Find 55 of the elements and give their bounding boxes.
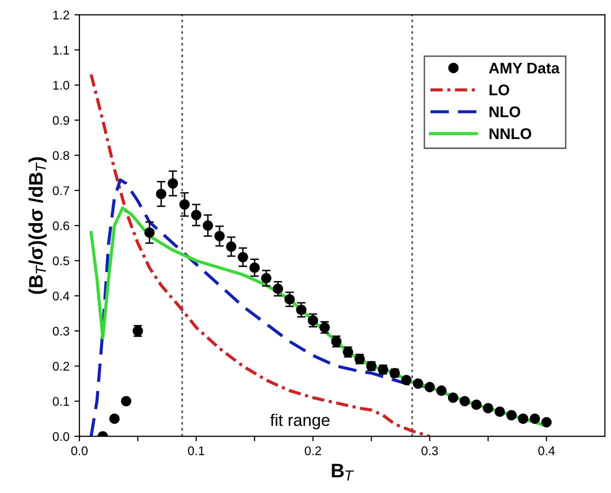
y-tick-label: 0.3 [52, 326, 70, 336]
y-tick-label: 0.2 [52, 362, 70, 371]
annotation: fit range [270, 414, 330, 430]
y-tick-label: 1.1 [53, 46, 70, 54]
y-tick-label: 0.1 [52, 396, 70, 406]
point [144, 227, 155, 238]
y-tick-label: 0.8 [52, 151, 70, 160]
point [494, 406, 506, 417]
legend-label: NLO [490, 106, 520, 118]
y-tick-label: 0.6 [52, 221, 70, 230]
point [120, 396, 132, 406]
point [249, 262, 260, 273]
point [261, 273, 272, 284]
y-tick-label: 1.2 [53, 10, 70, 20]
y-axis-title: (B$_{T}$/σ)(dσ /dB$_{T}$) [28, 157, 47, 294]
point [436, 385, 447, 396]
point [518, 414, 528, 424]
line-series [90, 72, 432, 436]
point [482, 402, 494, 414]
legend-label: NNLO [490, 128, 532, 140]
point [530, 414, 540, 424]
y-tick-label: 0.5 [52, 256, 70, 266]
point [401, 374, 412, 386]
point [214, 230, 225, 242]
point [506, 410, 517, 420]
legend-label: LO [490, 84, 510, 96]
point [424, 382, 435, 392]
point [296, 304, 306, 316]
x-tick-label: 0.0 [71, 446, 88, 456]
point [284, 294, 295, 305]
point [179, 199, 190, 210]
point [541, 417, 552, 428]
point [109, 414, 120, 424]
point [156, 188, 166, 200]
point [448, 392, 458, 403]
point [471, 399, 482, 410]
x-tick-label: 0.2 [304, 446, 322, 456]
point [238, 252, 248, 262]
point [202, 220, 214, 231]
y-tick-label: 0.0 [52, 432, 70, 441]
point [272, 284, 284, 294]
y-tick-label: 0.4 [52, 292, 70, 300]
x-tick-label: 0.4 [538, 446, 555, 456]
point [190, 210, 202, 220]
y-tick-label: 0.7 [52, 186, 70, 196]
x-tick-label: 0.1 [188, 446, 204, 456]
x-tick-label: 0.3 [422, 446, 438, 456]
point [226, 241, 236, 252]
point [412, 378, 424, 389]
y-tick-label: 1.0 [53, 80, 70, 90]
legend-label: AMY Data [488, 62, 560, 74]
point [460, 396, 470, 406]
x-axis-title: B$_{T}$ [332, 464, 354, 480]
y-tick-label: 0.9 [52, 116, 70, 125]
point [168, 178, 178, 189]
